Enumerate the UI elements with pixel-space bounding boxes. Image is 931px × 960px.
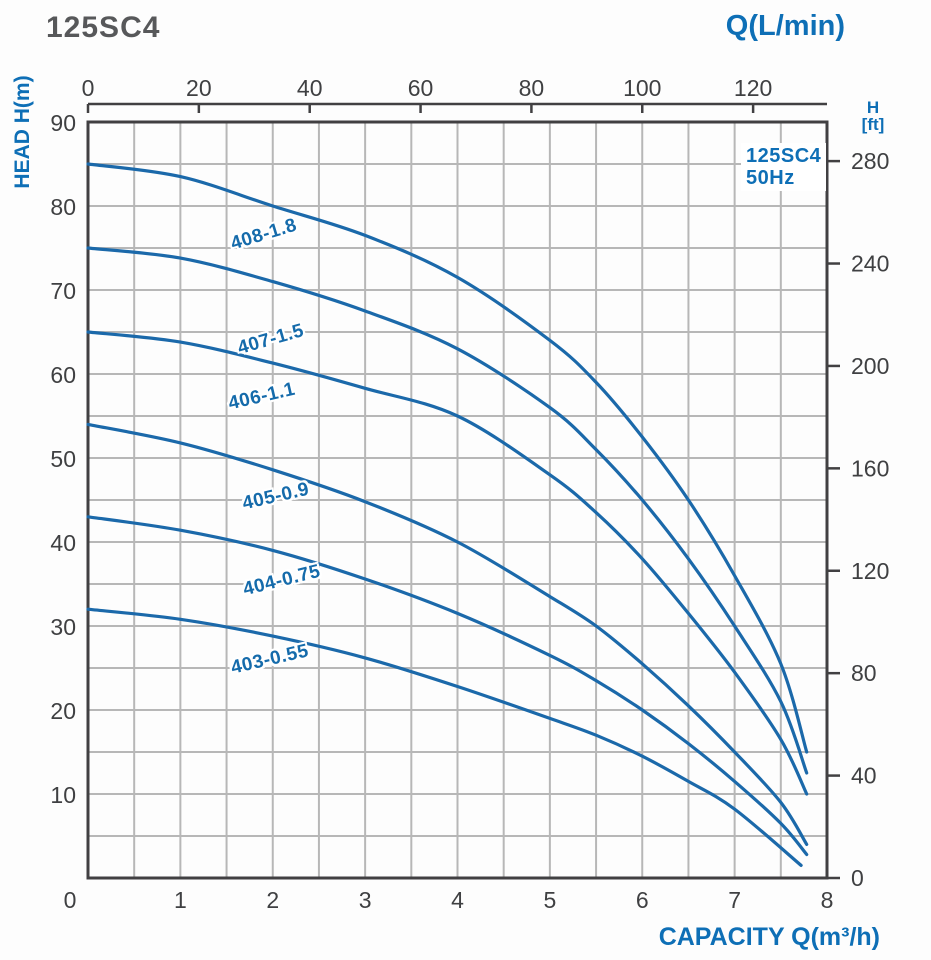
top-axis-tick-label: 120 xyxy=(734,75,772,101)
left-axis-tick-label: 70 xyxy=(50,278,76,304)
bottom-axis-tick-label: 2 xyxy=(266,887,279,913)
left-axis-tick-label: 30 xyxy=(50,614,76,640)
curve-405-0.9 xyxy=(86,422,809,846)
right-axis-tick-label: 160 xyxy=(851,455,889,481)
right-axis-title-unit-ft: [ft] xyxy=(861,115,885,134)
bottom-axis-tick-label: 8 xyxy=(821,887,834,913)
right-axis-title-unit-h: H xyxy=(866,98,880,117)
bottom-axis-tick-label: 7 xyxy=(728,887,741,913)
left-axis-tick-label: 10 xyxy=(50,782,76,808)
left-axis-tick-label: 80 xyxy=(50,194,76,220)
curve-406-1.1 xyxy=(86,330,809,796)
legend-frequency: 50Hz xyxy=(746,167,795,189)
right-axis-tick-label: 280 xyxy=(851,148,889,174)
right-axis-title: H [ft] xyxy=(853,99,893,133)
plot-frame xyxy=(86,120,829,880)
left-axis-tick-label: 90 xyxy=(50,110,76,136)
left-axis-tick-label: 40 xyxy=(50,530,76,556)
right-axis-tick-label: 80 xyxy=(851,660,877,686)
curve-403-0.55 xyxy=(86,607,803,867)
bottom-axis-tick-label: 6 xyxy=(636,887,649,913)
left-axis-tick-label: 60 xyxy=(50,362,76,388)
right-axis-tick-label: 0 xyxy=(851,865,864,891)
legend: 125SC4 50Hz xyxy=(741,143,827,191)
bottom-axis-tick-label: 5 xyxy=(543,887,556,913)
curve-408-1.8 xyxy=(86,162,809,754)
top-axis-tick-label: 80 xyxy=(519,75,545,101)
top-axis-tick-label: 20 xyxy=(186,75,212,101)
left-axis-title: HEAD H(m) xyxy=(11,75,34,189)
bottom-axis-tick-label: 3 xyxy=(359,887,372,913)
bottom-axis-tick-label: 0 xyxy=(64,887,77,913)
top-axis-tick-label: 0 xyxy=(82,75,95,101)
right-axis-tick-label: 120 xyxy=(851,558,889,584)
bottom-axis-title: CAPACITY Q(m³/h) xyxy=(658,923,880,951)
bottom-axis-tick-label: 1 xyxy=(174,887,187,913)
right-axis-tick-label: 240 xyxy=(851,251,889,277)
top-axis-title: Q(L/min) xyxy=(725,10,845,42)
left-axis-tick-label: 20 xyxy=(50,698,76,724)
bottom-axis-tick-label: 4 xyxy=(451,887,464,913)
top-axis-tick-label: 40 xyxy=(297,75,323,101)
curve-404-0.75 xyxy=(86,515,809,857)
right-axis-tick-label: 200 xyxy=(851,353,889,379)
curve-407-1.5 xyxy=(86,246,809,775)
top-axis-tick-label: 60 xyxy=(408,75,434,101)
legend-model: 125SC4 xyxy=(746,145,822,167)
right-axis-tick-label: 40 xyxy=(851,763,877,789)
top-axis-tick-label: 100 xyxy=(623,75,661,101)
left-axis-tick-label: 50 xyxy=(50,446,76,472)
page-title: 125SC4 xyxy=(46,11,161,44)
